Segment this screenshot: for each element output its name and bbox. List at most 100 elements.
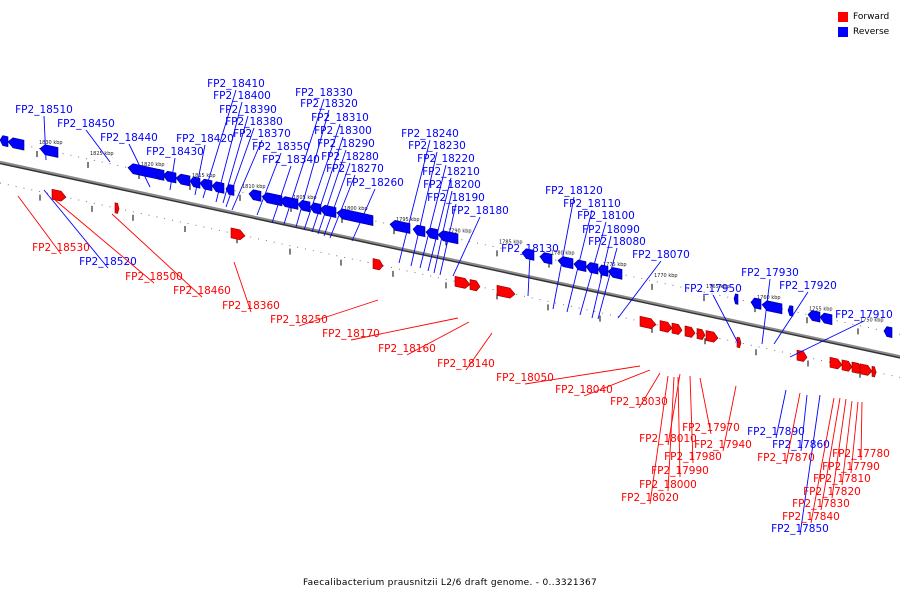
gene-label: FP2_18320 (300, 98, 358, 110)
gene-label: FP2_18030 (610, 396, 668, 408)
gene-label: FP2_18120 (545, 185, 603, 197)
gene-label: FP2_17910 (835, 309, 893, 321)
kbp-label: 1825 kbp (90, 151, 114, 157)
forward-gene-arrow (230, 227, 246, 241)
forward-gene-arrow (736, 336, 742, 349)
kbp-label: 1785 kbp (499, 239, 523, 245)
gene-label: FP2_18330 (295, 87, 353, 99)
reverse-gene-arrow (521, 248, 535, 261)
leader-line (303, 123, 341, 231)
kbp-label: 1815 kbp (192, 173, 216, 179)
leader-line (111, 213, 203, 298)
gene-label: FP2_18350 (252, 141, 310, 153)
leader-line (17, 195, 62, 255)
gene-arrows (0, 135, 893, 378)
forward-gene-arrow (871, 365, 877, 378)
forward-gene-arrow (114, 202, 120, 214)
reverse-gene-arrow (761, 300, 783, 315)
leader-line (527, 254, 531, 297)
gene-label: FP2_18270 (326, 163, 384, 175)
leader-line (85, 129, 111, 163)
kbp-label: 1765 kbp (706, 284, 730, 290)
gene-label: FP2_18310 (311, 112, 369, 124)
gene-label: FP2_18420 (176, 133, 234, 145)
forward-gene-arrow (859, 363, 873, 376)
kbp-label: 1750 kbp (860, 317, 884, 323)
gene-label: FP2_17840 (782, 511, 840, 523)
gene-label: FP2_17950 (684, 283, 742, 295)
legend-reverse: Reverse (838, 24, 889, 39)
leader-line (128, 143, 151, 188)
gene-label: FP2_18390 (219, 104, 277, 116)
genome-caption: Faecalibacterium prausnitzii L2/6 draft … (302, 578, 598, 588)
forward-gene-arrow (496, 284, 516, 299)
forward-gene-arrow (659, 320, 673, 333)
leader-line (841, 400, 853, 486)
gene-label: FP2_18110 (563, 198, 621, 210)
leader-line (591, 235, 612, 319)
leader-line (427, 177, 452, 272)
forward-gene-arrow (705, 330, 719, 343)
leader-line (810, 397, 835, 524)
gene-label: FP2_18440 (100, 132, 158, 144)
gene-label: FP2_18080 (588, 236, 646, 248)
leader-line (317, 149, 347, 235)
gene-label: FP2_18280 (321, 151, 379, 163)
reverse-gene-arrow (883, 326, 893, 339)
gene-label: FP2_18010 (639, 433, 697, 445)
leader-line (597, 247, 618, 320)
gene-label: FP2_18190 (427, 192, 485, 204)
gene-label: FP2_18400 (213, 90, 271, 102)
gene-label: FP2_17780 (832, 448, 890, 460)
gene-label: FP2_17920 (779, 280, 837, 292)
reverse-gene-arrow (162, 170, 177, 184)
forward-gene-arrow (671, 322, 683, 335)
leader-line (799, 394, 821, 536)
leader-line (712, 294, 739, 344)
kbp-label: 1770 kbp (654, 273, 678, 279)
forward-gene-arrow (51, 188, 67, 202)
leader-line (169, 157, 176, 191)
leader-line (225, 127, 255, 208)
reverse-gene-arrow (750, 297, 762, 310)
legend-reverse-label: Reverse (853, 26, 890, 37)
gene-label: FP2_18090 (582, 224, 640, 236)
kbp-label: 1780 kbp (551, 251, 575, 257)
leader-line (860, 401, 863, 461)
gene-label: FP2_18530 (32, 242, 90, 254)
gene-label: FP2_18100 (577, 210, 635, 222)
leader-line (761, 278, 771, 345)
gene-label: FP2_18500 (125, 271, 183, 283)
gene-label: FP2_18410 (207, 78, 265, 90)
leader-line (231, 139, 263, 211)
kbp-label: 1800 kbp (344, 206, 368, 212)
forward-gene-arrow (639, 315, 657, 329)
gene-label: FP2_18180 (451, 205, 509, 217)
reverse-gene-arrow (0, 135, 9, 148)
gene-label: FP2_18230 (408, 140, 466, 152)
gene-label: FP2_17810 (813, 473, 871, 485)
gene-label: FP2_18360 (222, 300, 280, 312)
leader-line (283, 98, 325, 225)
leader-line (789, 320, 865, 358)
leader-line (43, 115, 47, 161)
gene-label: FP2_18250 (270, 314, 328, 326)
leader-line (323, 162, 351, 237)
gene-label: FP2_18020 (621, 492, 679, 504)
reverse-gene-arrow (557, 256, 574, 270)
forward-gene-arrow (829, 356, 843, 370)
axis-line (0, 162, 900, 359)
kbp-label: 1820 kbp (141, 162, 165, 168)
leader-line (689, 375, 694, 464)
forward-swatch (838, 11, 848, 22)
gene-label: FP2_18220 (417, 153, 475, 165)
kbp-label: 1810 kbp (242, 184, 266, 190)
gene-label: FP2_18460 (173, 285, 231, 297)
gene-label: FP2_18380 (225, 116, 283, 128)
gene-label: FP2_18160 (378, 343, 436, 355)
leader-line (831, 398, 847, 499)
leader-line (566, 209, 593, 313)
leader-line (465, 332, 493, 371)
gene-label: FP2_17860 (772, 439, 830, 451)
gene-label: FP2_17930 (741, 267, 799, 279)
